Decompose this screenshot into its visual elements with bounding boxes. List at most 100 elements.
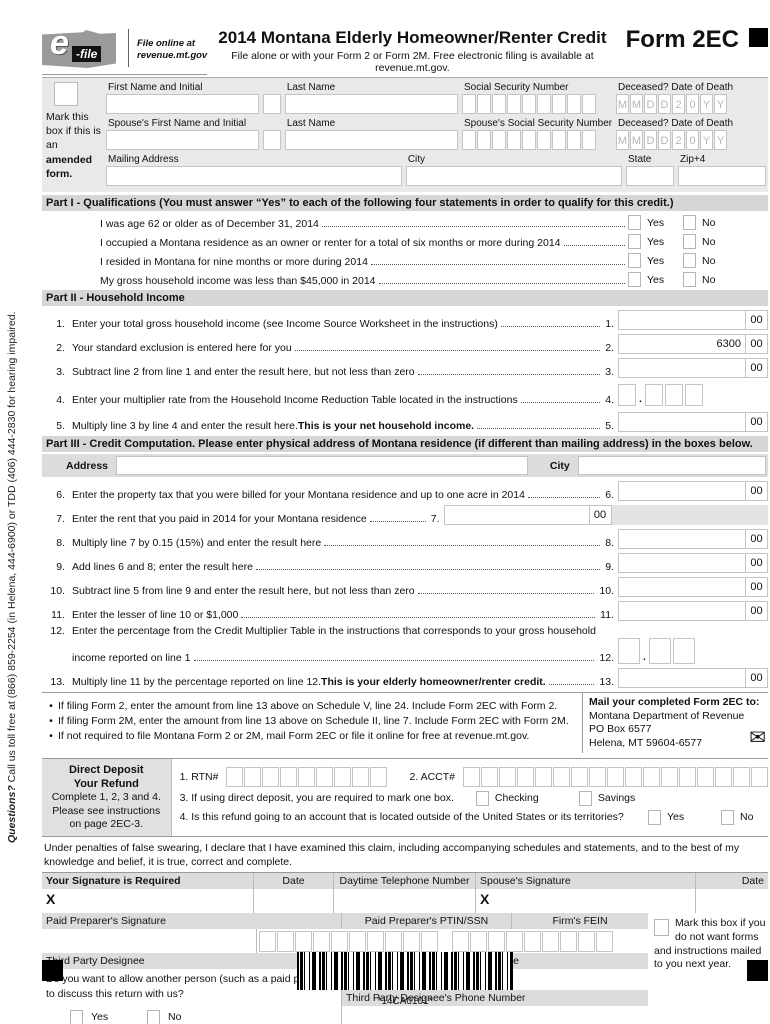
rtn-boxes[interactable]	[226, 766, 388, 787]
signature-date-label: Date	[254, 873, 334, 890]
spouse-last-name-field[interactable]	[284, 130, 458, 150]
efile-logo: e -file	[42, 24, 120, 70]
last-name-field[interactable]	[284, 94, 458, 114]
first-name-field[interactable]	[106, 94, 259, 114]
savings-checkbox[interactable]	[578, 790, 592, 806]
q4-yes-checkbox[interactable]	[628, 272, 641, 287]
line-5-amount-field[interactable]	[619, 413, 746, 431]
city-field[interactable]	[405, 166, 622, 186]
firm-fein-boxes[interactable]	[452, 930, 613, 952]
outside-us-no-checkbox[interactable]	[721, 809, 734, 825]
last-name-label: Last Name	[286, 82, 336, 93]
amended-form-checkbox[interactable]	[54, 82, 78, 106]
line-7: 7. Enter the rent that you paid in 2014 …	[42, 505, 768, 525]
q3-no-checkbox[interactable]	[683, 253, 696, 268]
line-4: 4. Enter your multiplier rate from the H…	[42, 384, 768, 406]
line-3: 3. Subtract line 2 from line 1 and enter…	[42, 358, 768, 378]
physical-address-label: Address	[66, 459, 109, 472]
line-7-shaded-area	[611, 505, 768, 525]
your-signature-field[interactable]: X	[42, 889, 254, 914]
line-7-rent-field[interactable]	[445, 506, 590, 524]
daytime-phone-field[interactable]	[334, 889, 476, 914]
line-10: 10. Subtract line 5 from line 9 and ente…	[42, 577, 768, 597]
q2-yes-checkbox[interactable]	[628, 234, 641, 249]
line-2-amount-field[interactable]: 6300	[619, 335, 746, 353]
checking-checkbox[interactable]	[475, 790, 489, 806]
dd-line4-label: 4. Is this refund going to an account th…	[179, 811, 624, 824]
q1-no-checkbox[interactable]	[683, 215, 696, 230]
barcode-text: *14CA0101*	[377, 996, 433, 1007]
line-11-amount-field[interactable]	[619, 602, 746, 620]
spouse-ssn-boxes[interactable]	[462, 130, 612, 150]
qualification-row-2: I occupied a Montana residence as an own…	[100, 234, 716, 249]
preparer-signature-field[interactable]	[42, 929, 257, 954]
spouse-date-field[interactable]	[696, 889, 768, 914]
line-4-multiplier-field[interactable]: .	[618, 384, 768, 406]
spouse-first-name-label: Spouse's First Name and Initial	[108, 118, 247, 129]
direct-deposit-section: Direct Deposit Your Refund Complete 1, 2…	[42, 757, 768, 838]
form-footer: *14CA0101*	[42, 952, 768, 1007]
physical-address-field[interactable]	[116, 456, 528, 475]
line-12-text: 12. Enter the percentage from the Credit…	[50, 625, 596, 637]
zip-field[interactable]	[678, 166, 766, 186]
line-13: 13. Multiply line 11 by the percentage r…	[42, 668, 768, 688]
form-barcode	[297, 952, 513, 990]
third-party-designee-label: Third Party Designee	[42, 953, 341, 970]
ssn-label: Social Security Number	[464, 82, 569, 93]
your-signature-label: Your Signature is Required	[46, 875, 181, 888]
qualification-row-4: My gross household income was less than …	[100, 272, 716, 287]
preparer-ptin-boxes[interactable]	[259, 930, 438, 952]
no-mail-checkbox[interactable]	[654, 919, 669, 937]
preparer-ptin-label: Paid Preparer's PTIN/SSN	[342, 913, 512, 930]
line-6-amount-field[interactable]	[619, 482, 746, 500]
filing-note-3: • If not required to file Montana Form 2 …	[49, 730, 530, 742]
line-8-amount-field[interactable]	[619, 530, 746, 548]
middle-initial-field[interactable]	[262, 94, 281, 114]
rtn-label: 1. RTN#	[179, 770, 219, 783]
line-13-credit-field[interactable]	[619, 669, 746, 687]
registration-mark-bottom-left	[42, 960, 63, 981]
mail-line-2: PO Box 6577	[589, 723, 652, 736]
no-mail-note: Mark this box if you do not want forms a…	[654, 917, 766, 971]
q3-yes-checkbox[interactable]	[628, 253, 641, 268]
q4-no-checkbox[interactable]	[683, 272, 696, 287]
line-9-amount-field[interactable]	[619, 554, 746, 572]
q2-no-checkbox[interactable]	[683, 234, 696, 249]
acct-boxes[interactable]	[463, 766, 768, 787]
zip-label: Zip+4	[680, 154, 706, 165]
spouse-signature-field[interactable]: X	[476, 889, 696, 914]
physical-city-field[interactable]	[577, 456, 766, 475]
spouse-deceased-label: Deceased? Date of Death	[618, 118, 734, 129]
city-label: City	[407, 154, 426, 165]
line-1-amount-field[interactable]	[619, 311, 746, 329]
line-12-percentage-field[interactable]: .	[618, 638, 768, 664]
designee-phone-field[interactable]	[342, 1006, 648, 1024]
ssn-boxes[interactable]	[462, 94, 612, 114]
outside-us-yes-checkbox[interactable]	[648, 809, 661, 825]
acct-label: 2. ACCT#	[409, 770, 455, 783]
form-title: 2014 Montana Elderly Homeowner/Renter Cr…	[218, 28, 607, 47]
mail-line-1: Montana Department of Revenue	[589, 709, 745, 722]
mail-line-3: Helena, MT 59604-6577	[589, 736, 703, 749]
signature-date-field[interactable]	[254, 889, 334, 914]
preparer-signature-label: Paid Preparer's Signature	[42, 913, 342, 930]
mailing-address-field[interactable]	[106, 166, 402, 186]
third-party-yes-checkbox[interactable]	[70, 1009, 83, 1024]
firm-fein-label: Firm's FEIN	[512, 913, 648, 930]
third-party-no-checkbox[interactable]	[147, 1009, 160, 1024]
spouse-middle-initial-field[interactable]	[262, 130, 281, 150]
form-number: Form 2EC	[618, 26, 768, 54]
mail-address-box: Mail your completed Form 2EC to: Montana…	[582, 693, 768, 753]
line-3-amount-field[interactable]	[619, 359, 746, 377]
line-11: 11. Enter the lesser of line 10 or $1,00…	[42, 601, 768, 621]
state-field[interactable]	[626, 166, 674, 186]
physical-address-row: Address City	[42, 454, 768, 477]
q1-yes-checkbox[interactable]	[628, 215, 641, 230]
taxpayer-identity-block: Mark this box if this is an amended form…	[42, 77, 768, 192]
mailing-address-label: Mailing Address	[108, 154, 179, 165]
efile-e-text: e	[50, 24, 69, 62]
spouse-first-name-field[interactable]	[106, 130, 259, 150]
line-10-amount-field[interactable]	[619, 578, 746, 596]
